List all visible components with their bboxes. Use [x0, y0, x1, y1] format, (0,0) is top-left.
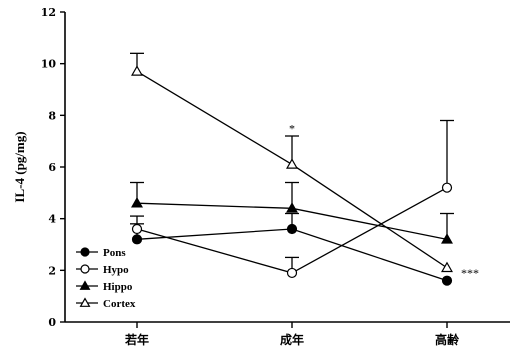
y-ticks: 0 2 4 6 8 10 12: [41, 6, 65, 329]
point-hippo: [286, 202, 298, 213]
markers: [131, 65, 453, 286]
point-hippo: [131, 197, 143, 208]
y-tick-label: 4: [48, 213, 56, 226]
y-tick-label: 12: [41, 6, 56, 19]
point-hypo: [131, 223, 143, 235]
y-tick-label: 0: [48, 316, 56, 329]
legend-marker-hippo: [79, 280, 91, 290]
point-hippo: [441, 233, 453, 244]
point-hypo: [286, 267, 298, 279]
point-pons: [441, 275, 453, 286]
point-hypo: [441, 182, 453, 193]
y-tick-label: 6: [48, 161, 56, 174]
y-tick-label: 10: [41, 58, 57, 71]
x-category-label: 高齢: [435, 332, 460, 347]
legend-marker-pons: [80, 247, 90, 257]
x-category-label: 若年: [124, 332, 149, 347]
legend-marker-hypo: [80, 264, 90, 274]
x-ticks: 若年 成年 高齢: [124, 322, 460, 347]
y-tick-label: 2: [48, 264, 56, 277]
legend: Pons Hypo Hippo Cortex: [76, 247, 136, 310]
point-pons: [286, 223, 298, 235]
point-cortex: [441, 261, 453, 273]
series-line-cortex: [136, 70, 448, 269]
legend-label-hippo: Hippo: [103, 281, 133, 293]
point-cortex: [286, 158, 298, 169]
y-axis-label: IL-4 (pg/mg): [12, 131, 27, 202]
legend-marker-cortex: [79, 297, 91, 307]
significance-annotation: *: [289, 121, 295, 135]
legend-label-hypo: Hypo: [103, 264, 129, 276]
point-pons: [131, 234, 143, 245]
x-category-label: 成年: [280, 332, 304, 347]
series-lines: [136, 70, 448, 282]
legend-label-pons: Pons: [103, 247, 126, 259]
annotations: ****: [289, 121, 479, 280]
legend-label-cortex: Cortex: [103, 298, 136, 310]
y-tick-label: 8: [48, 109, 56, 122]
significance-annotation: ***: [461, 266, 479, 280]
error-bars: [130, 52, 454, 273]
point-cortex: [131, 65, 143, 76]
